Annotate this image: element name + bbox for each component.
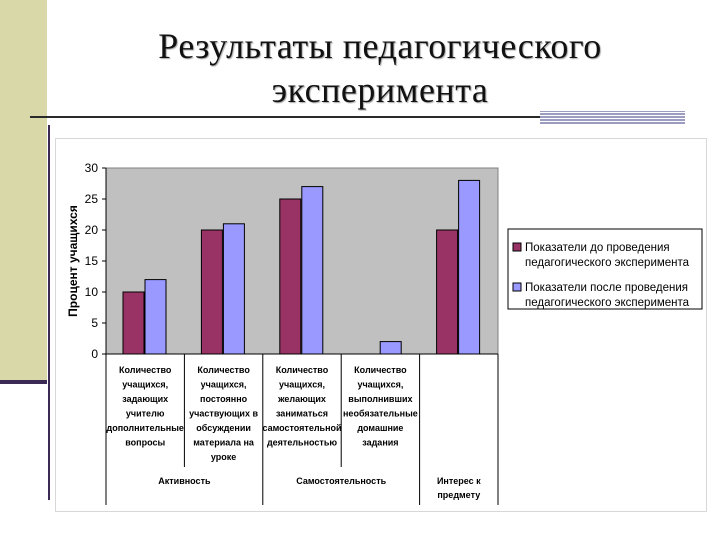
category-label: обсуждении: [196, 423, 251, 433]
category-label: Количество: [276, 365, 329, 375]
legend-label: педагогического эксперимента: [525, 297, 690, 309]
bar-series1-cat1: [122, 291, 145, 355]
bar-series2-cat3: [301, 186, 324, 355]
group-label: Самостоятельность: [296, 476, 386, 486]
category-label: задания: [362, 438, 398, 448]
category-label: желающих: [277, 394, 326, 404]
y-tick-label: 10: [85, 285, 99, 299]
category-label: заниматься: [276, 409, 328, 419]
y-tick-label: 0: [91, 347, 98, 361]
category-label: домашние: [357, 423, 403, 433]
category-label: учащихся,: [279, 380, 325, 390]
y-axis-label: Процент учащихся: [66, 205, 80, 317]
bar-series2-cat2: [222, 223, 245, 355]
bar-series1-cat2: [200, 229, 223, 355]
category-label: учащихся,: [201, 380, 247, 390]
side-decor-rule: [0, 380, 47, 384]
bar-series2-cat5: [458, 179, 481, 355]
category-label: Количество: [197, 365, 250, 375]
title-accent-stripes: [540, 111, 685, 124]
title-underline: [30, 116, 682, 118]
y-tick-label: 30: [85, 161, 99, 175]
category-label: постоянно: [200, 394, 248, 404]
side-decor-band: [0, 0, 47, 380]
slide-title-line2: эксперимента: [271, 70, 489, 110]
legend-label: Показатели после проведения: [525, 282, 688, 294]
y-tick-label: 25: [85, 192, 99, 206]
category-label: материала на: [193, 438, 255, 448]
category-label: деятельностью: [267, 438, 337, 448]
legend-label: педагогического эксперимента: [525, 257, 690, 269]
category-label: учащихся,: [122, 380, 168, 390]
side-decor-vertical-rule: [48, 125, 50, 500]
legend-swatch: [512, 242, 522, 252]
bar-series1-cat5: [436, 229, 459, 355]
legend-swatch: [512, 282, 522, 292]
category-label: учащихся,: [357, 380, 403, 390]
y-tick-label: 5: [91, 316, 98, 330]
group-label: Активность: [158, 476, 211, 486]
slide-title-line1: Результаты педагогического: [158, 26, 602, 66]
category-label: задающих: [122, 394, 168, 404]
legend-box: [507, 228, 703, 310]
legend-label: Показатели до проведения: [525, 242, 670, 254]
category-label: необязательные: [343, 409, 418, 419]
y-tick-label: 15: [85, 254, 99, 268]
category-label: самостоятельной: [262, 423, 341, 433]
bar-series2-cat4: [379, 341, 402, 355]
category-label: уроке: [211, 452, 236, 462]
bar-series1-cat3: [279, 198, 302, 355]
slide-title: Результаты педагогического эксперимента: [60, 24, 700, 112]
group-label: Интерес к: [437, 476, 481, 486]
y-tick-label: 20: [85, 223, 99, 237]
category-label: вопросы: [125, 438, 165, 448]
category-label: выполнивших: [348, 394, 412, 404]
category-label: дополнительные: [106, 423, 183, 433]
category-label: учителю: [126, 409, 165, 419]
group-label: предмету: [437, 490, 480, 500]
category-label: участвующих в: [189, 409, 258, 419]
category-label: Количество: [119, 365, 172, 375]
category-label: Количество: [354, 365, 407, 375]
bar-series2-cat1: [144, 279, 167, 355]
